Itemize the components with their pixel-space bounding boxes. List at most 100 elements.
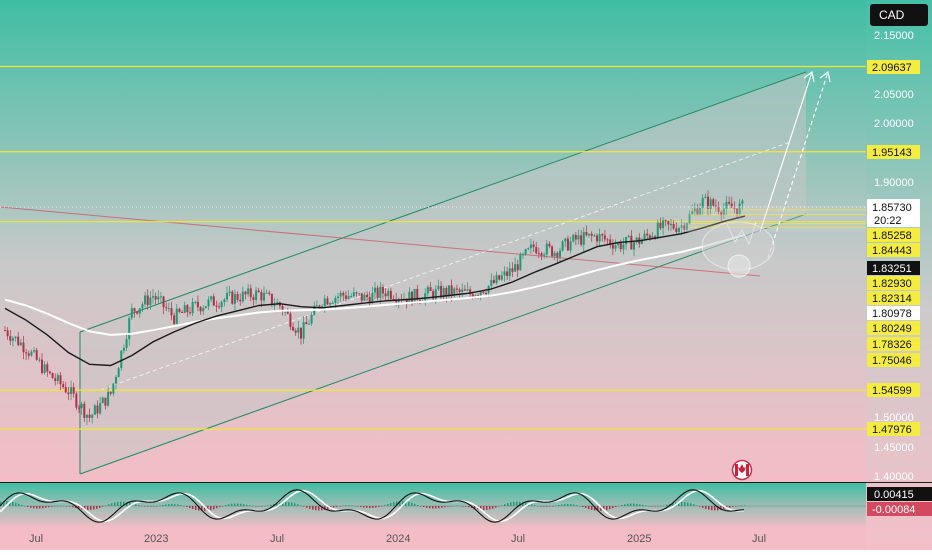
candle-body — [43, 364, 46, 373]
oscillator-bar — [579, 505, 581, 507]
oscillator-bar — [300, 505, 302, 506]
oscillator-bar — [510, 502, 512, 506]
candle-body — [75, 393, 78, 408]
oscillator-bar — [177, 504, 179, 506]
oscillator-bar — [261, 506, 263, 507]
candle-body — [691, 211, 694, 215]
price-label-1.82314: 1.82314 — [872, 293, 912, 305]
candle-body — [548, 243, 551, 247]
candle-body — [569, 241, 572, 251]
candle-body — [128, 318, 131, 340]
oscillator-bar — [246, 504, 248, 506]
oscillator-bar — [546, 506, 548, 507]
candle-body — [46, 364, 49, 372]
oscillator-bar — [522, 502, 524, 506]
candle-body — [109, 391, 112, 394]
oscillator-bar — [0, 501, 2, 506]
oscillator-bar — [597, 506, 599, 511]
candle-body — [463, 289, 466, 291]
oscillator-bar — [225, 505, 227, 506]
oscillator-bar — [489, 506, 491, 510]
oscillator-bar — [702, 506, 704, 508]
candle-body — [389, 290, 392, 299]
candle-body — [297, 327, 300, 333]
candle-body — [183, 305, 186, 313]
candle-body — [104, 397, 107, 406]
channel-mid-dashed — [99, 141, 791, 391]
oscillator-bar — [684, 502, 686, 506]
candle-body — [683, 225, 686, 230]
oscillator-bar — [114, 502, 116, 506]
oscillator-bar — [582, 506, 584, 507]
oscillator-bar — [666, 504, 668, 506]
projection-arrow-solid — [759, 71, 813, 233]
candle-body — [609, 239, 612, 245]
candle-body — [485, 292, 487, 294]
candle-body — [717, 206, 720, 212]
candle-body — [619, 243, 622, 250]
oscillator-bar — [474, 506, 476, 509]
oscillator-bar — [129, 502, 131, 506]
oscillator-bar — [30, 506, 32, 508]
candle-body — [62, 384, 65, 388]
oscillator-bar — [444, 506, 446, 508]
oscillator-bar — [645, 505, 647, 506]
candle-body — [263, 292, 265, 301]
oscillator-bar — [483, 506, 485, 511]
x-tick: Jul — [752, 533, 766, 545]
oscillator-bar — [126, 502, 128, 506]
candle-body — [25, 352, 28, 354]
oscillator-bar — [738, 505, 740, 507]
oscillator-bar — [453, 505, 455, 507]
candle-body — [471, 294, 474, 298]
oscillator-bar — [396, 501, 398, 506]
oscillator-bar — [492, 506, 494, 509]
candle-body — [144, 295, 147, 305]
candle-body — [231, 291, 234, 304]
x-tick: 2025 — [627, 533, 651, 545]
canada-flag-icon[interactable] — [731, 459, 753, 481]
candle-body — [189, 312, 191, 314]
oscillator-bar — [291, 502, 293, 506]
candle-body — [482, 291, 485, 293]
oscillator-bar — [234, 503, 236, 506]
oscillator-bar — [195, 506, 197, 510]
candle-body — [99, 403, 102, 414]
y-tick: 2.05000 — [874, 89, 914, 101]
y-tick: 2.15000 — [874, 30, 914, 42]
oscillator-bar — [21, 504, 23, 506]
candle-body — [363, 294, 366, 301]
oscillator-bar — [555, 505, 557, 507]
oscillator-bar — [138, 505, 140, 506]
oscillator-bar — [654, 506, 656, 507]
oscillator-bar — [342, 505, 344, 507]
oscillator-bar — [120, 501, 122, 506]
oscillator-bar — [102, 506, 104, 507]
channel-lower-line — [79, 213, 807, 475]
oscillator-bar — [282, 502, 284, 506]
oscillator-bar — [27, 506, 29, 507]
candle-body — [701, 197, 704, 208]
candle-body — [413, 288, 416, 304]
oscillator-bar — [123, 501, 125, 506]
candle-body — [67, 392, 70, 395]
candle-body — [191, 301, 194, 314]
candle-body — [196, 301, 199, 308]
oscillator-labels: 0.00415 -0.00084 — [867, 487, 932, 516]
oscillator-negative-label: -0.00084 — [872, 504, 915, 516]
oscillator-bar — [51, 506, 53, 507]
oscillator-bar — [171, 503, 173, 506]
candle-body — [741, 200, 744, 204]
oscillator-bar — [408, 501, 410, 506]
oscillator-bar — [642, 504, 644, 506]
candle-body — [281, 306, 284, 312]
candle-body — [244, 291, 247, 295]
candle-body — [212, 296, 215, 306]
candle-body — [704, 196, 707, 198]
candle-body — [339, 292, 342, 297]
current-price-shade — [680, 206, 866, 232]
candle-body — [241, 291, 244, 302]
oscillator-bar — [672, 503, 674, 506]
currency-badge[interactable]: CAD — [870, 4, 928, 26]
